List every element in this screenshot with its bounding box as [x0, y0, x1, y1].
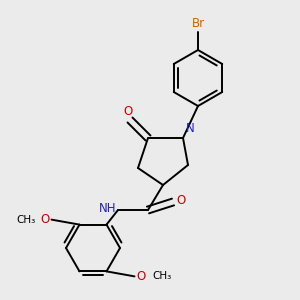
Text: CH₃: CH₃	[152, 272, 172, 281]
Text: CH₃: CH₃	[16, 214, 35, 225]
Text: NH: NH	[98, 202, 116, 215]
Text: O: O	[123, 105, 133, 118]
Text: O: O	[176, 194, 185, 206]
Text: O: O	[136, 270, 146, 283]
Text: N: N	[186, 122, 195, 135]
Text: Br: Br	[191, 17, 205, 30]
Text: O: O	[40, 213, 50, 226]
